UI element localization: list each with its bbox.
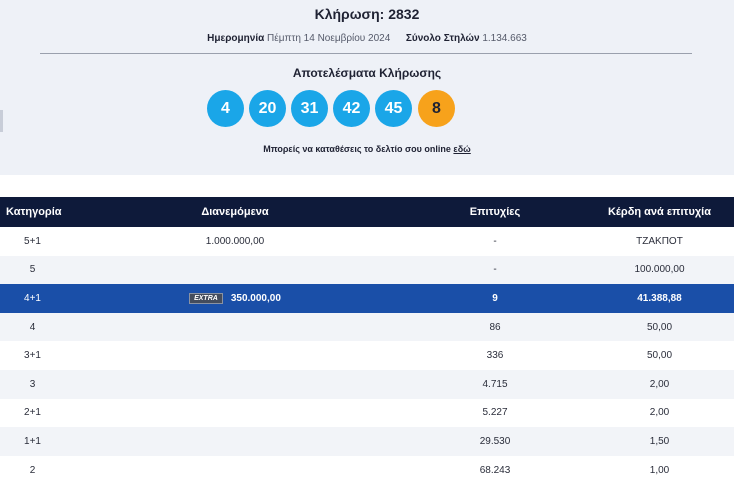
cell-winners: 9 xyxy=(405,284,585,313)
cell-prize: 1,50 xyxy=(585,427,734,456)
cell-category: 5 xyxy=(0,255,65,285)
draw-title: Κλήρωση: 2832 xyxy=(314,6,420,22)
cell-distributed xyxy=(65,341,405,370)
online-bet-row: Μπορείς να καταθέσεις το δελτίο σου onli… xyxy=(0,144,734,154)
results-title: Αποτελέσματα Κλήρωσης xyxy=(292,66,442,80)
cell-distributed xyxy=(65,369,405,399)
number-ball: 20 xyxy=(249,90,286,127)
cell-distributed xyxy=(65,455,405,485)
cell-winners: 4.715 xyxy=(405,369,585,399)
table-row: 3+1 336 50,00 xyxy=(0,341,734,370)
cell-distributed xyxy=(65,398,405,428)
online-text: Μπορείς να καταθέσεις το δελτίο σου onli… xyxy=(263,144,451,154)
table-row: 2 68.243 1,00 xyxy=(0,455,734,485)
header-prize: Κέρδη ανά επιτυχία xyxy=(585,197,734,227)
joker-ball: 8 xyxy=(418,90,455,127)
date-label: Ημερομηνία xyxy=(207,33,265,44)
cell-distributed-value: 350.000,00 xyxy=(230,292,281,304)
side-tab xyxy=(0,110,3,132)
cell-distributed xyxy=(65,312,405,342)
columns-label: Σύνολο Στηλών xyxy=(405,33,480,44)
draw-meta-row: Ημερομηνία Πέμπτη 14 Νοεμβρίου 2024 Σύνο… xyxy=(0,33,734,44)
cell-winners: 5.227 xyxy=(405,398,585,428)
table-row: 2+1 5.227 2,00 xyxy=(0,398,734,428)
header-distributed: Διανεμόμενα xyxy=(65,197,405,227)
table-header-row: Κατηγορία Διανεμόμενα Επιτυχίες Κέρδη αν… xyxy=(0,197,734,227)
cell-winners: 29.530 xyxy=(405,427,585,456)
table-row: 5+1 1.000.000,00 - ΤΖΑΚΠΟΤ xyxy=(0,227,734,256)
table-row-highlighted: 4+1 EXTRA 350.000,00 9 41.388,88 xyxy=(0,284,734,313)
draw-info-panel: Κλήρωση: 2832 Ημερομηνία Πέμπτη 14 Νοεμβ… xyxy=(0,0,734,175)
cell-category: 3 xyxy=(0,369,65,399)
date-value: Πέμπτη 14 Νοεμβρίου 2024 xyxy=(267,33,391,44)
cell-category: 4+1 xyxy=(0,284,65,313)
cell-winners: - xyxy=(405,255,585,285)
cell-category: 5+1 xyxy=(0,227,65,256)
number-ball: 31 xyxy=(291,90,328,127)
cell-distributed xyxy=(65,255,405,285)
online-link[interactable]: εδώ xyxy=(453,144,471,154)
table-row: 1+1 29.530 1,50 xyxy=(0,427,734,456)
prize-table: Κατηγορία Διανεμόμενα Επιτυχίες Κέρδη αν… xyxy=(0,197,734,485)
cell-category: 1+1 xyxy=(0,427,65,456)
cell-prize: 2,00 xyxy=(585,369,734,399)
table-row: 3 4.715 2,00 xyxy=(0,369,734,399)
columns-value: 1.134.663 xyxy=(482,33,527,44)
cell-prize: 50,00 xyxy=(585,312,734,342)
table-row: 4 86 50,00 xyxy=(0,312,734,342)
cell-category: 3+1 xyxy=(0,341,65,370)
cell-prize: ΤΖΑΚΠΟΤ xyxy=(585,227,734,256)
cell-category: 2+1 xyxy=(0,398,65,428)
number-ball: 42 xyxy=(333,90,370,127)
cell-distributed: 1.000.000,00 xyxy=(65,227,405,256)
cell-winners: - xyxy=(405,227,585,256)
extra-badge: EXTRA xyxy=(189,292,223,304)
cell-winners: 86 xyxy=(405,312,585,342)
cell-category: 4 xyxy=(0,312,65,342)
table-row: 5 - 100.000,00 xyxy=(0,255,734,285)
divider xyxy=(40,53,692,54)
cell-prize: 100.000,00 xyxy=(585,255,734,285)
number-ball: 45 xyxy=(375,90,412,127)
number-ball: 4 xyxy=(207,90,244,127)
header-winners: Επιτυχίες xyxy=(405,197,585,227)
cell-prize: 41.388,88 xyxy=(585,284,734,313)
winning-numbers: 4 20 31 42 45 8 xyxy=(207,90,455,127)
cell-category: 2 xyxy=(0,455,65,485)
header-category: Κατηγορία xyxy=(0,197,65,227)
cell-prize: 1,00 xyxy=(585,455,734,485)
cell-winners: 68.243 xyxy=(405,455,585,485)
cell-prize: 50,00 xyxy=(585,341,734,370)
cell-winners: 336 xyxy=(405,341,585,370)
cell-distributed xyxy=(65,427,405,456)
cell-prize: 2,00 xyxy=(585,398,734,428)
cell-distributed: EXTRA 350.000,00 xyxy=(65,284,405,313)
